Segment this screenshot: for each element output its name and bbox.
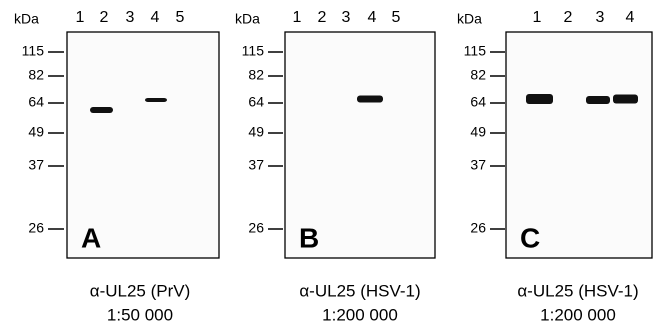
marker-label: 115 [242,43,265,59]
lane-label: 2 [100,9,109,26]
unit-label: kDa [235,11,260,27]
lane-label: 2 [318,9,327,26]
protein-band [586,96,610,104]
lane-label: 1 [76,9,85,26]
panel-letter: C [520,222,540,253]
marker-label: 37 [248,157,264,173]
protein-band [145,98,167,102]
caption-line: 1:200 000 [322,305,398,324]
caption-line: α-UL25 (HSV-1) [517,281,638,300]
marker-label: 64 [470,94,486,110]
lane-label: 5 [392,9,401,26]
caption-line: 1:200 000 [540,305,616,324]
panel-letter: A [81,222,101,253]
caption-line: α-UL25 (PrV) [90,281,191,300]
marker-label: 64 [28,94,44,110]
western-blot-figure: kDa123451158264493726Aα-UL25 (PrV)1:50 0… [0,0,665,328]
panel-letter: B [299,222,319,253]
marker-label: 26 [28,220,44,236]
lane-label: 1 [293,9,302,26]
protein-band [613,95,638,104]
marker-label: 64 [248,94,264,110]
marker-label: 37 [28,157,44,173]
marker-label: 49 [28,124,44,140]
unit-label: kDa [457,11,482,27]
lane-label: 2 [564,9,573,26]
marker-label: 37 [470,157,486,173]
marker-label: 49 [470,124,486,140]
marker-label: 26 [470,220,486,236]
marker-label: 26 [248,220,264,236]
protein-band [90,107,113,113]
lane-label: 4 [626,9,635,26]
lane-label: 3 [126,9,135,26]
unit-label: kDa [14,11,39,27]
marker-label: 49 [248,124,264,140]
lane-label: 1 [533,9,542,26]
lane-label: 4 [151,9,160,26]
marker-label: 115 [464,43,487,59]
lane-label: 4 [368,9,377,26]
marker-label: 82 [28,67,44,83]
protein-band [526,94,553,104]
caption-line: α-UL25 (HSV-1) [299,281,420,300]
lane-label: 3 [596,9,605,26]
marker-label: 115 [22,43,45,59]
caption-line: 1:50 000 [107,305,173,324]
lane-label: 5 [176,9,185,26]
lane-label: 3 [342,9,351,26]
marker-label: 82 [248,67,264,83]
marker-label: 82 [470,67,486,83]
protein-band [357,96,383,103]
